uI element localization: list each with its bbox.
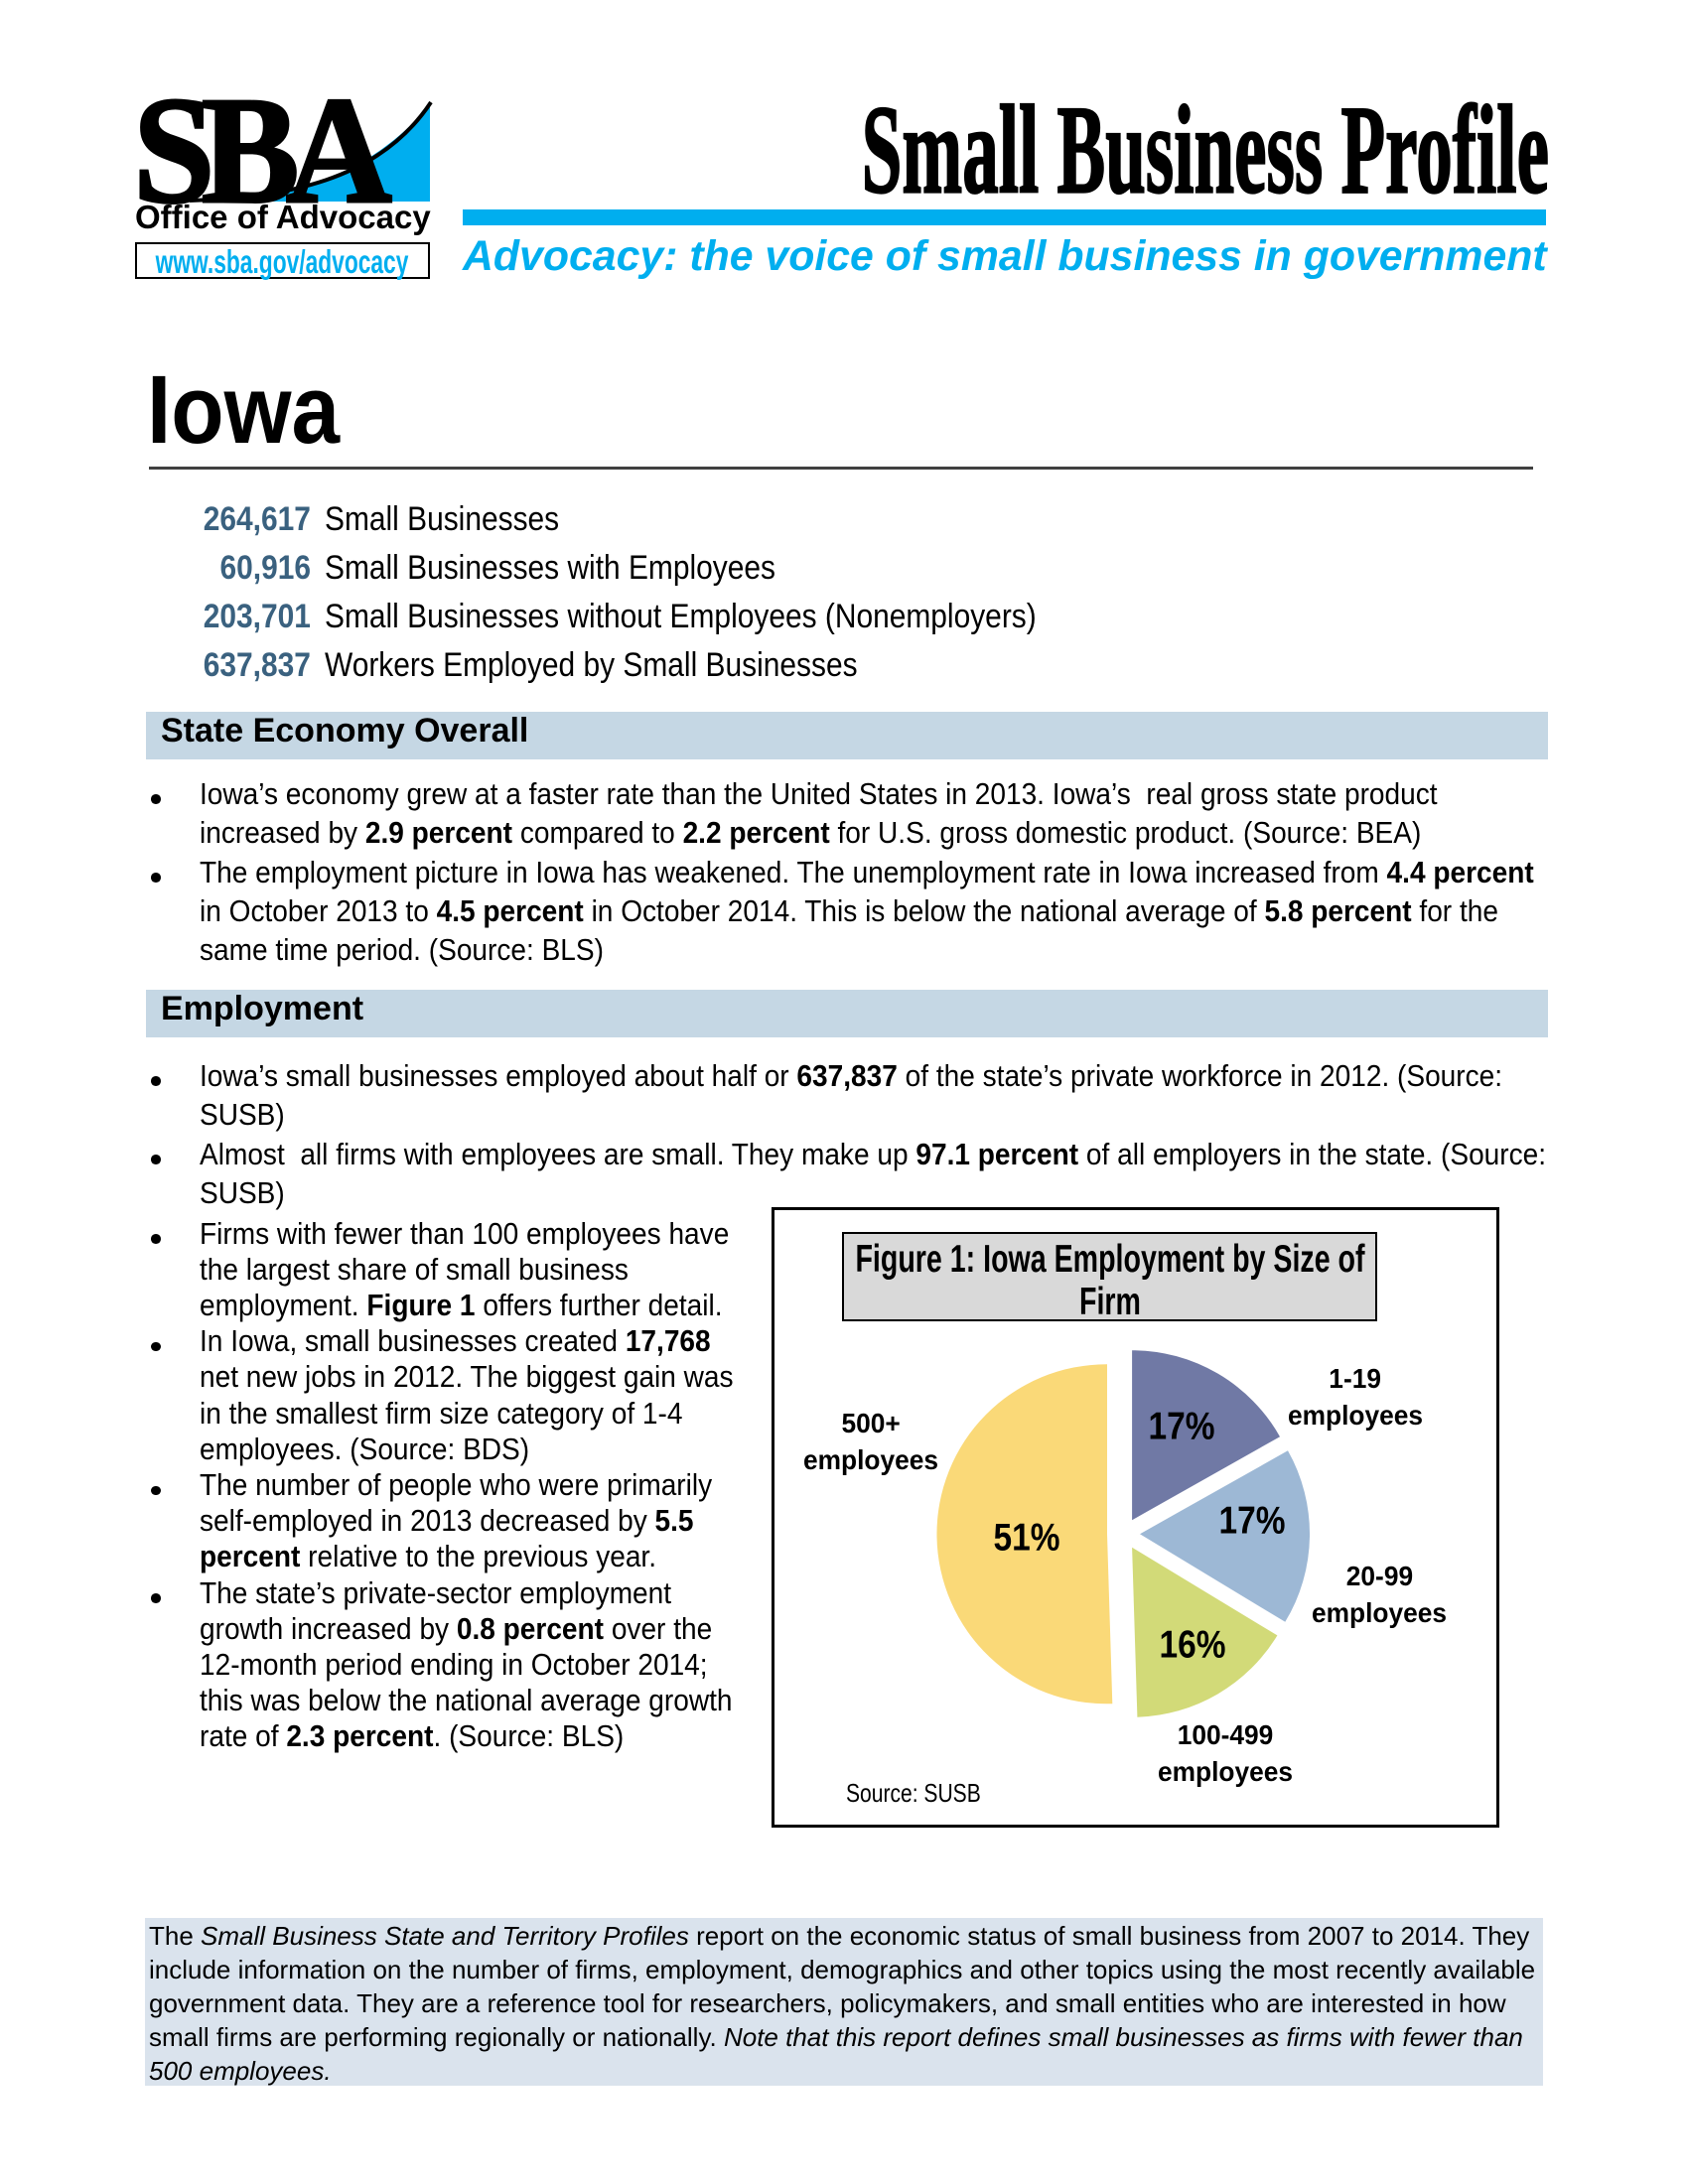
svg-text:Small Business Profile: Small Business Profile bbox=[862, 94, 1549, 213]
svg-text:SBA: SBA bbox=[135, 94, 391, 235]
